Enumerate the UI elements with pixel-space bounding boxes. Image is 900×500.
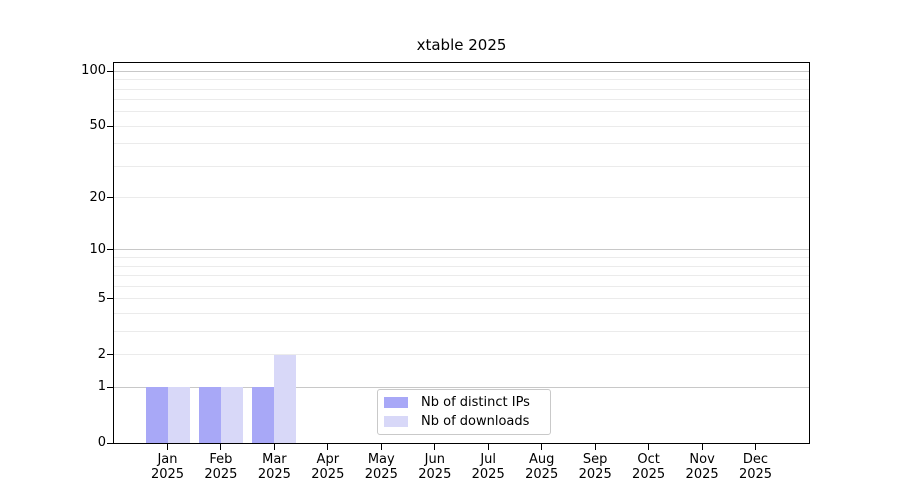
- chart-title: xtable 2025: [416, 36, 507, 54]
- minor-gridline: [114, 88, 809, 90]
- x-tick-year: 2025: [738, 467, 773, 482]
- x-tick-mark: [755, 444, 756, 450]
- minor-gridline: [114, 275, 809, 276]
- x-tick-year: 2025: [471, 467, 505, 482]
- bar-downloads-jan: [167, 387, 190, 443]
- y-tick-mark: [107, 354, 113, 355]
- x-tick-year: 2025: [204, 467, 238, 482]
- x-tick-month: Jan: [157, 452, 178, 467]
- y-tick-label: 20: [89, 189, 106, 205]
- bar-downloads-mar: [274, 354, 297, 443]
- x-tick-mark: [487, 444, 489, 450]
- bar-distinct-ips-mar: [252, 387, 275, 443]
- minor-gridline: [114, 125, 809, 127]
- x-tick-mark: [273, 444, 275, 450]
- x-tick-label: May 2025: [349, 452, 413, 482]
- y-tick-label: 2: [97, 346, 106, 362]
- minor-gridline: [114, 285, 809, 287]
- legend-label-downloads: Nb of downloads: [421, 414, 530, 430]
- x-tick-month: Nov: [689, 452, 715, 467]
- minor-gridline: [114, 330, 809, 332]
- y-tick-mark: [107, 197, 113, 199]
- x-tick-label: Aug 2025: [510, 452, 574, 482]
- minor-gridline: [114, 99, 809, 101]
- x-tick-mark: [327, 444, 329, 450]
- y-tick-mark: [107, 125, 113, 127]
- bar-downloads-feb: [220, 387, 243, 443]
- x-tick-label: Jul 2025: [456, 452, 520, 482]
- x-tick-month: Mar: [262, 452, 287, 467]
- x-tick-year: 2025: [578, 467, 612, 482]
- minor-gridline: [114, 312, 809, 314]
- minor-gridline: [114, 143, 809, 145]
- x-tick-label: Feb 2025: [189, 452, 253, 482]
- x-tick-mark: [701, 444, 703, 450]
- bar-distinct-ips-feb: [198, 387, 221, 443]
- x-tick-month: Feb: [209, 452, 233, 467]
- major-gridline: [114, 70, 809, 72]
- x-tick-label: Jan 2025: [136, 452, 200, 482]
- legend-swatch-distinct-ips: [384, 396, 408, 408]
- x-tick-month: Sep: [582, 452, 608, 467]
- x-tick-year: 2025: [525, 467, 559, 482]
- x-tick-mark: [380, 444, 382, 450]
- y-tick-label: 100: [81, 63, 106, 79]
- x-tick-month: Apr: [316, 452, 340, 467]
- major-gridline: [114, 249, 809, 251]
- y-tick-mark: [107, 442, 113, 444]
- x-tick-label: Nov 2025: [670, 452, 734, 482]
- x-tick-year: 2025: [150, 467, 185, 482]
- minor-gridline: [114, 257, 809, 259]
- minor-gridline: [114, 111, 809, 113]
- minor-gridline: [114, 265, 809, 267]
- x-tick-label: Oct 2025: [617, 452, 681, 482]
- x-tick-year: 2025: [311, 467, 345, 482]
- x-tick-mark: [594, 444, 596, 450]
- major-gridline: [114, 386, 809, 388]
- legend: Nb of distinct IPs Nb of downloads: [377, 389, 551, 435]
- x-tick-label: Jun 2025: [403, 452, 467, 482]
- x-tick-year: 2025: [418, 467, 452, 482]
- y-tick-label: 50: [89, 118, 106, 134]
- x-tick-month: Aug: [528, 452, 555, 467]
- y-tick-mark: [107, 386, 113, 388]
- x-tick-year: 2025: [257, 467, 291, 482]
- y-tick-label: 5: [97, 290, 106, 306]
- x-tick-mark: [541, 444, 543, 450]
- legend-item-downloads: Nb of downloads: [384, 414, 550, 429]
- x-tick-mark: [167, 444, 168, 450]
- x-tick-year: 2025: [364, 467, 398, 482]
- plot-area: [113, 62, 810, 444]
- y-tick-mark: [107, 70, 113, 72]
- x-tick-month: Jul: [480, 452, 497, 467]
- y-tick-mark: [107, 249, 113, 251]
- x-tick-mark: [220, 444, 222, 450]
- x-tick-mark: [648, 444, 650, 450]
- minor-gridline: [114, 298, 809, 300]
- x-tick-label: Dec 2025: [724, 452, 788, 482]
- minor-gridline: [114, 79, 809, 81]
- y-tick-label: 1: [97, 379, 106, 395]
- y-tick-mark: [107, 298, 113, 300]
- x-tick-label: Apr 2025: [296, 452, 360, 482]
- x-tick-month: Jun: [424, 452, 445, 467]
- minor-gridline: [114, 165, 809, 167]
- y-tick-label: 10: [89, 241, 106, 257]
- x-tick-mark: [434, 444, 436, 450]
- x-tick-month: May: [367, 452, 395, 467]
- x-tick-label: Sep 2025: [563, 452, 627, 482]
- x-tick-year: 2025: [632, 467, 666, 482]
- minor-gridline: [114, 354, 809, 355]
- x-tick-year: 2025: [685, 467, 719, 482]
- y-tick-label: 0: [97, 435, 106, 450]
- x-tick-label: Mar 2025: [242, 452, 306, 482]
- legend-swatch-downloads: [384, 416, 408, 428]
- minor-gridline: [114, 197, 809, 199]
- bar-distinct-ips-jan: [145, 387, 168, 443]
- legend-item-distinct-ips: Nb of distinct IPs: [384, 395, 550, 410]
- x-tick-month: Dec: [742, 452, 769, 467]
- legend-label-distinct-ips: Nb of distinct IPs: [421, 394, 530, 410]
- x-tick-month: Oct: [637, 452, 660, 467]
